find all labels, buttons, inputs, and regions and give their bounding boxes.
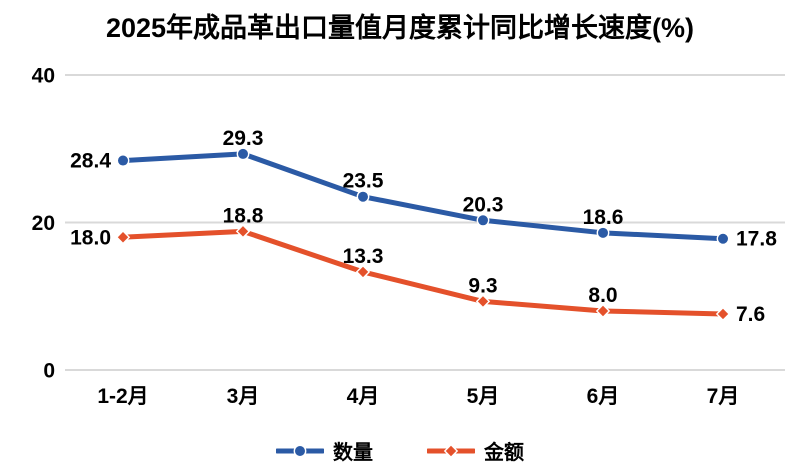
series-数量: 28.4 29.3 23.5 20.3 18.6 17.8 (70, 127, 777, 251)
x-axis-label-5: 7月 (707, 385, 740, 408)
y-tick-label-0: 0 (43, 360, 55, 383)
data-label-0-0: 28.4 (70, 150, 111, 173)
data-point-0-0 (116, 154, 130, 167)
y-tick-label-20: 20 (32, 212, 55, 235)
data-label-0-5: 17.8 (736, 228, 777, 251)
data-label-0-2: 23.5 (343, 170, 384, 193)
x-axis-label-3: 5月 (467, 385, 500, 408)
chart-title: 2025年成品革出口量值月度累计同比增长速度(%) (105, 13, 695, 43)
legend-marker-0 (293, 444, 307, 457)
legend-circle-marker-icon (276, 444, 324, 457)
data-point-1-2 (355, 264, 371, 280)
data-point-0-3 (476, 213, 490, 227)
data-point-0-5 (716, 232, 730, 246)
x-axis-label-4: 6月 (587, 385, 620, 408)
legend-marker-1 (443, 443, 459, 458)
data-label-1-1: 18.8 (223, 204, 264, 227)
series-金额: 18.0 18.8 13.3 9.3 8.0 7.6 (70, 204, 765, 326)
series-line-1 (120, 228, 726, 317)
data-label-0-3: 20.3 (463, 193, 504, 216)
x-axis-label-2: 4月 (347, 385, 380, 408)
data-point-1-1 (235, 224, 251, 239)
data-point-0-1 (236, 147, 250, 161)
legend-item-0: 数量 (276, 436, 373, 465)
data-label-0-4: 18.6 (583, 206, 624, 229)
data-label-0-1: 29.3 (223, 127, 264, 150)
data-label-1-0: 18.0 (70, 226, 111, 249)
data-point-1-0 (115, 230, 131, 245)
legend-diamond-marker-icon (427, 443, 475, 458)
legend-item-1: 金额 (427, 436, 524, 465)
data-point-0-4 (596, 226, 610, 240)
data-label-1-3: 9.3 (468, 274, 497, 297)
series-line-0 (120, 151, 726, 242)
data-point-1-4 (595, 303, 611, 319)
legend-label-1: 金额 (484, 442, 524, 464)
y-tick-label-40: 40 (32, 65, 55, 88)
data-point-0-2 (356, 190, 370, 204)
data-label-1-4: 8.0 (588, 284, 617, 307)
legend: 数量 金额 (0, 436, 800, 465)
legend-label-0: 数量 (333, 442, 373, 464)
data-point-1-5 (715, 306, 731, 322)
x-axis-label-1: 3月 (227, 385, 260, 408)
data-point-1-3 (475, 294, 491, 309)
x-axis-label-0: 1-2月 (97, 385, 148, 408)
data-label-1-2: 13.3 (343, 245, 384, 268)
data-label-1-5: 7.6 (736, 303, 765, 326)
